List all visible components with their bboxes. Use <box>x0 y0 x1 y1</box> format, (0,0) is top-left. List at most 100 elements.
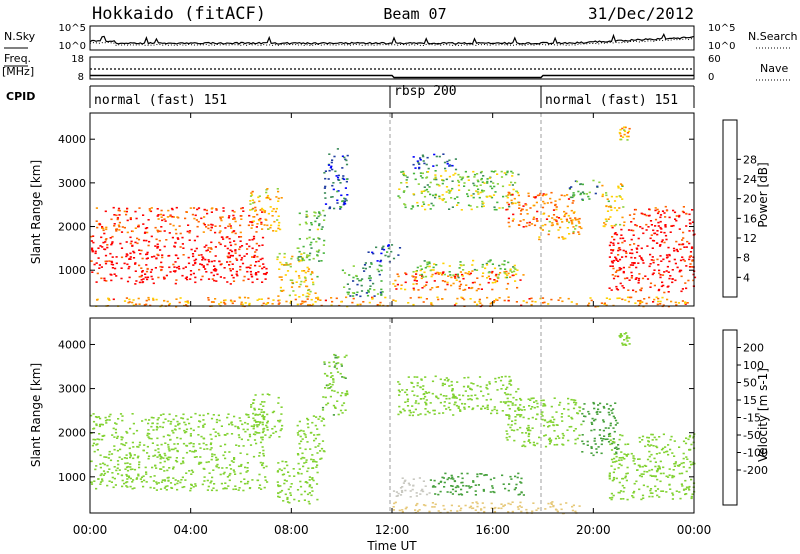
velocity-cell <box>340 363 343 366</box>
velocity-cell <box>411 414 414 417</box>
velocity-cell <box>515 399 518 401</box>
velocity-cell <box>667 444 670 446</box>
velocity-region <box>392 501 581 515</box>
power-cell <box>343 178 346 181</box>
velocity-cell <box>182 413 185 416</box>
power-cell <box>137 297 140 300</box>
power-cell <box>228 268 232 270</box>
power-cell <box>450 197 453 199</box>
velocity-cell <box>190 473 193 475</box>
velocity-cell <box>602 405 605 408</box>
power-cell <box>377 270 380 273</box>
power-cell <box>659 214 663 216</box>
power-cell <box>209 251 212 253</box>
velocity-cell <box>450 504 453 507</box>
velocity-cell <box>447 477 450 479</box>
power-cell <box>454 158 457 160</box>
power-cell <box>659 274 662 276</box>
power-cell <box>434 272 437 275</box>
velocity-cell <box>240 438 243 441</box>
power-cell <box>261 257 264 260</box>
power-cell <box>108 299 111 301</box>
power-cell <box>659 276 662 279</box>
velocity-colorbar: Velocity [m s-1] 2001005015-15-50-100-20… <box>722 329 770 506</box>
velocity-cell <box>124 462 127 465</box>
power-cell <box>453 197 456 200</box>
power-cell <box>279 261 282 264</box>
power-cell <box>412 303 415 306</box>
velocity-cell <box>642 473 645 475</box>
velocity-cell <box>610 465 613 467</box>
power-cell <box>529 207 532 209</box>
velocity-cell <box>156 456 159 458</box>
power-cell <box>247 297 250 299</box>
power-cell <box>441 198 444 201</box>
velocity-cell <box>177 480 180 482</box>
velocity-cell <box>613 441 616 443</box>
velocity-cell <box>159 414 163 416</box>
velocity-cell <box>209 448 212 451</box>
velocity-cell <box>237 465 241 468</box>
power-cell <box>189 273 193 276</box>
power-cell <box>128 298 131 301</box>
velocity-cell <box>299 435 302 438</box>
power-cell <box>632 234 635 236</box>
power-cell <box>456 273 459 276</box>
velocity-cell <box>216 458 219 461</box>
velocity-cell <box>602 438 605 440</box>
velocity-cell <box>103 463 106 466</box>
power-cell <box>639 289 642 291</box>
power-cell <box>137 238 141 241</box>
power-cell <box>684 303 687 305</box>
power-cell <box>303 281 306 283</box>
velocity-cell <box>450 380 453 383</box>
velocity-cell <box>392 506 395 508</box>
power-cell <box>614 275 617 277</box>
power-cell <box>200 217 203 220</box>
velocity-cell <box>399 411 403 414</box>
velocity-cell <box>312 459 315 461</box>
power-cell <box>445 186 449 188</box>
power-cell <box>285 300 288 303</box>
power-cell <box>346 283 349 285</box>
power-cell <box>477 180 480 183</box>
velocity-cell <box>116 460 120 462</box>
power-cell <box>657 300 660 303</box>
power-cell <box>631 262 634 264</box>
velocity-cell <box>215 421 218 424</box>
velocity-cell <box>443 481 446 484</box>
power-cell <box>282 289 285 292</box>
power-ytick-label: 1000 <box>58 264 86 277</box>
velocity-cell <box>669 488 672 490</box>
velocity-cell <box>574 399 577 402</box>
velocity-cell <box>244 466 247 469</box>
power-cell <box>145 253 148 256</box>
velocity-cell <box>178 427 181 430</box>
velocity-cell <box>332 379 335 381</box>
velocity-cell <box>511 404 514 406</box>
power-cell <box>204 268 207 270</box>
freq-strip: Freq. [MHz] 18 8 60 0 Nave <box>2 52 790 83</box>
freq-unit-label: [MHz] <box>2 65 34 78</box>
velocity-cell <box>131 487 134 490</box>
velocity-cell <box>304 481 307 483</box>
velocity-cell <box>496 389 499 391</box>
velocity-cell <box>224 482 227 484</box>
power-cell <box>118 221 121 224</box>
power-cell <box>436 296 439 299</box>
power-cell <box>665 254 669 256</box>
velocity-cell <box>670 435 673 438</box>
velocity-cell <box>178 422 181 425</box>
power-cell <box>138 249 141 251</box>
power-cell <box>129 236 132 239</box>
power-cell <box>128 265 131 268</box>
velocity-cell <box>573 430 576 432</box>
power-cell <box>194 276 197 279</box>
velocity-cell <box>620 335 624 337</box>
power-cell <box>233 240 236 242</box>
power-cell <box>634 257 637 259</box>
power-cell <box>625 135 628 138</box>
velocity-cell <box>174 479 177 481</box>
power-cell <box>505 208 508 211</box>
power-cell <box>441 272 444 274</box>
